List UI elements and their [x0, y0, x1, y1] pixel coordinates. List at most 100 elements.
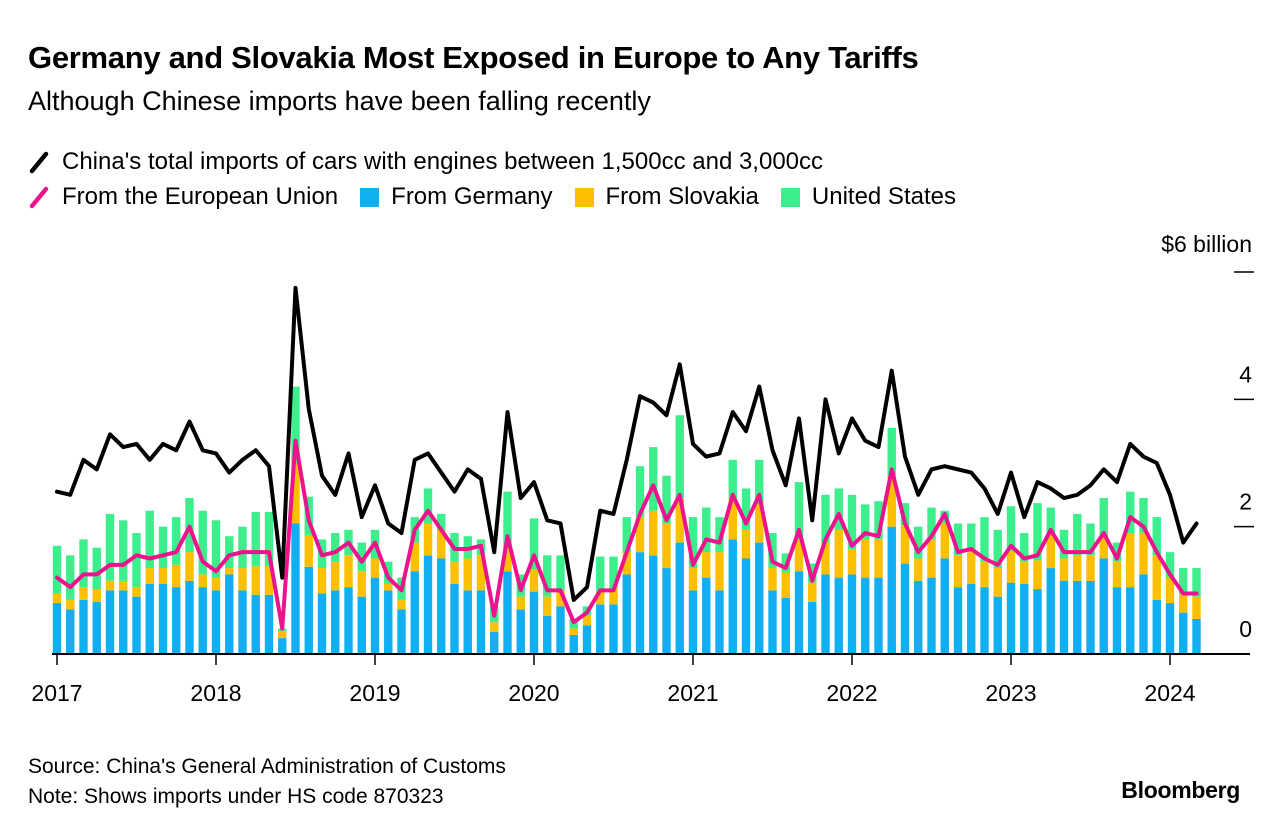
bar-slovakia — [755, 504, 764, 543]
labels-layer: 0 2 4 $6 billion 2017 2018 2019 2020 2021 2022 202… — [31, 231, 1252, 706]
legend-row-series: From the European Union From Germany Fro… — [28, 181, 978, 213]
bar-slovakia — [702, 552, 711, 578]
bar-slovakia — [861, 539, 870, 578]
bar-germany — [741, 558, 751, 654]
x-tick-label: 2021 — [667, 680, 718, 706]
bar-slovakia — [675, 498, 684, 543]
bar-united-states — [105, 513, 115, 581]
bar-slovakia — [317, 568, 327, 594]
bar-slovakia — [211, 577, 221, 591]
bar-united-states — [1165, 552, 1175, 578]
bar-germany — [145, 583, 154, 654]
bar-slovakia — [476, 555, 486, 591]
y-tick-label: 4 — [1239, 361, 1252, 387]
bar-slovakia — [543, 596, 552, 616]
bar-germany — [119, 590, 128, 654]
bar-united-states — [145, 510, 154, 569]
bar-germany — [635, 552, 645, 654]
bar-slovakia — [529, 569, 539, 592]
bar-germany — [463, 590, 472, 654]
bar-united-states — [702, 507, 711, 553]
bar-united-states — [211, 520, 221, 578]
bar-germany — [238, 590, 247, 654]
bar-slovakia — [927, 539, 936, 578]
x-tick-label: 2023 — [985, 680, 1036, 706]
bar-germany — [410, 571, 419, 654]
bar-slovakia — [768, 568, 777, 591]
x-tick-label: 2019 — [349, 680, 400, 706]
bar-germany — [755, 542, 764, 654]
bar-germany — [649, 555, 658, 654]
bar-germany — [768, 590, 777, 654]
bar-united-states — [1179, 568, 1188, 594]
bar-united-states — [1046, 507, 1055, 534]
bar-slovakia — [1192, 596, 1201, 619]
bar-slovakia — [225, 568, 234, 575]
legend-row-lines: China's total imports of cars with engin… — [28, 146, 845, 178]
bloomberg-logo: Bloomberg — [1121, 777, 1240, 803]
bar-slovakia — [649, 510, 658, 556]
bar-germany — [291, 523, 300, 654]
bar-united-states — [649, 447, 658, 511]
bar-slovakia — [1033, 560, 1042, 590]
bar-united-states — [543, 555, 552, 597]
bar-germany — [1006, 582, 1016, 654]
bar-slovakia — [92, 589, 101, 602]
bar-germany — [185, 580, 194, 654]
bar-slovakia — [437, 529, 446, 559]
bar-germany — [172, 587, 181, 654]
bar-slovakia — [1126, 533, 1135, 588]
bar-germany — [556, 606, 565, 654]
bar-united-states — [132, 533, 141, 588]
chart-subtitle: Although Chinese imports have been falli… — [28, 86, 651, 116]
bar-slovakia — [887, 475, 896, 527]
bar-germany — [264, 594, 274, 654]
bars-layer — [52, 386, 1201, 654]
bar-slovakia — [609, 588, 618, 605]
bar-united-states — [1139, 498, 1148, 534]
bar-germany — [450, 583, 459, 654]
bar-slovakia — [79, 587, 88, 600]
legend-line-icon-total — [29, 151, 49, 174]
bar-slovakia — [278, 631, 287, 639]
bar-united-states — [688, 517, 698, 569]
bar-slovakia — [490, 622, 499, 632]
bar-slovakia — [397, 599, 406, 610]
bar-united-states — [437, 513, 446, 530]
legend-label-slovakia: From Slovakia — [605, 183, 759, 210]
x-tick-label: 2018 — [190, 680, 241, 706]
bar-slovakia — [185, 552, 194, 581]
bar-slovakia — [1179, 593, 1188, 613]
bar-slovakia — [1152, 555, 1161, 600]
bar-slovakia — [1073, 555, 1082, 581]
bar-germany — [251, 594, 260, 654]
y-tick-label: 2 — [1239, 489, 1252, 515]
bar-slovakia — [993, 568, 1002, 597]
bar-slovakia — [953, 555, 963, 588]
legend-label-germany: From Germany — [391, 183, 553, 210]
bar-slovakia — [304, 534, 313, 567]
line-series-total — [55, 285, 1199, 602]
bar-slovakia — [516, 596, 525, 610]
axes-layer — [52, 271, 1254, 665]
bar-germany — [158, 583, 168, 654]
bar-slovakia — [662, 523, 671, 569]
bar-slovakia — [834, 529, 843, 578]
bar-slovakia — [556, 590, 565, 607]
bar-slovakia — [66, 599, 75, 610]
bar-united-states — [172, 517, 181, 565]
bar-germany — [914, 580, 923, 654]
chart-plot: 0 2 4 $6 billion 2017 2018 2019 2020 2021 2022 202… — [31, 231, 1254, 706]
bar-germany — [980, 587, 989, 654]
bar-slovakia — [1059, 558, 1069, 581]
bar-slovakia — [967, 552, 976, 584]
bar-slovakia — [635, 517, 645, 553]
bar-slovakia — [980, 561, 989, 588]
legend-label-united-states: United States — [811, 183, 956, 210]
bar-united-states — [291, 386, 300, 463]
bar-germany — [940, 558, 949, 654]
bar-united-states — [755, 459, 764, 505]
bar-united-states — [1020, 533, 1029, 562]
bar-slovakia — [569, 628, 578, 635]
bar-united-states — [1033, 503, 1042, 561]
